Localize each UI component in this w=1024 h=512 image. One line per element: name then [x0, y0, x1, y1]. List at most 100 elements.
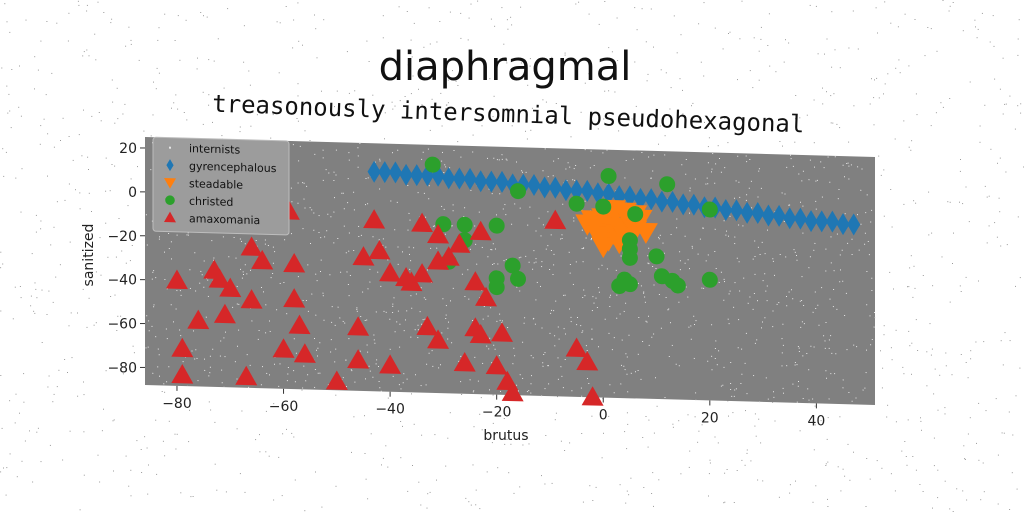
- internists-point: [812, 398, 814, 400]
- internists-point: [535, 258, 537, 260]
- internists-point: [541, 261, 543, 263]
- amaxomania-point: [171, 337, 194, 358]
- noise-speck: [40, 220, 42, 222]
- internists-point: [398, 384, 400, 386]
- internists-point: [638, 317, 640, 319]
- internists-point: [801, 180, 803, 182]
- internists-point: [236, 378, 238, 380]
- internists-point: [322, 149, 324, 151]
- internists-point: [810, 345, 812, 347]
- internists-point: [240, 268, 241, 270]
- internists-point: [196, 357, 198, 359]
- internists-point: [653, 333, 655, 335]
- noise-speck: [920, 420, 922, 422]
- noise-speck: [508, 472, 510, 474]
- noise-speck: [400, 421, 402, 422]
- internists-point: [757, 300, 758, 302]
- noise-speck: [47, 386, 49, 388]
- internists-point: [533, 250, 535, 252]
- noise-speck: [965, 276, 967, 278]
- internists-point: [643, 291, 645, 293]
- noise-speck: [551, 482, 553, 484]
- internists-point: [615, 269, 617, 271]
- internists-point: [369, 281, 371, 283]
- noise-speck: [611, 51, 613, 53]
- noise-speck: [286, 109, 288, 111]
- amaxomania-point: [581, 386, 604, 406]
- internists-point: [834, 156, 836, 158]
- noise-speck: [121, 250, 123, 252]
- noise-speck: [1002, 113, 1004, 115]
- noise-speck: [19, 286, 21, 287]
- internists-point: [353, 209, 355, 211]
- internists-point: [474, 225, 476, 227]
- noise-speck: [436, 479, 437, 481]
- internists-point: [675, 363, 677, 365]
- internists-point: [212, 348, 214, 350]
- noise-speck: [472, 464, 474, 466]
- noise-speck: [180, 492, 182, 494]
- internists-point: [204, 358, 205, 360]
- noise-speck: [68, 325, 70, 327]
- noise-speck: [737, 79, 738, 81]
- internists-point: [474, 356, 476, 358]
- internists-point: [367, 351, 369, 353]
- noise-speck: [51, 72, 53, 74]
- noise-speck: [545, 101, 547, 103]
- internists-point: [377, 271, 379, 273]
- internists-point: [783, 392, 784, 394]
- noise-speck: [321, 506, 323, 508]
- internists-point: [858, 249, 860, 251]
- amaxomania-point: [464, 271, 487, 291]
- internists-point: [547, 211, 549, 213]
- internists-point: [478, 211, 480, 213]
- noise-speck: [641, 8, 643, 10]
- noise-speck: [34, 312, 36, 314]
- internists-point: [492, 243, 494, 245]
- noise-speck: [873, 124, 875, 126]
- amaxomania-point: [501, 381, 524, 402]
- noise-speck: [449, 412, 451, 414]
- noise-speck: [46, 21, 48, 22]
- noise-speck: [382, 37, 384, 39]
- internists-point: [239, 238, 241, 240]
- noise-speck: [392, 108, 394, 110]
- internists-point: [514, 355, 516, 357]
- gyrencephalous-point: [516, 173, 530, 196]
- internists-point: [317, 355, 318, 357]
- internists-point: [817, 304, 819, 306]
- internists-point: [469, 379, 471, 381]
- internists-point: [725, 234, 727, 236]
- noise-speck: [130, 178, 132, 180]
- noise-speck: [351, 451, 352, 453]
- noise-speck: [155, 419, 157, 421]
- internists-point: [357, 166, 359, 168]
- internists-point: [191, 350, 193, 352]
- internists-point: [806, 353, 808, 355]
- x-tick-label: 20: [701, 410, 719, 426]
- noise-speck: [150, 135, 152, 137]
- noise-speck: [965, 362, 967, 363]
- internists-point: [802, 170, 804, 172]
- internists-point: [199, 282, 201, 284]
- internists-point: [335, 149, 337, 151]
- noise-speck: [137, 166, 138, 168]
- internists-point: [720, 171, 722, 173]
- internists-point: [501, 320, 503, 322]
- noise-speck: [420, 504, 422, 506]
- internists-point: [802, 355, 804, 357]
- internists-point: [684, 262, 686, 264]
- noise-speck: [645, 416, 647, 417]
- gyrencephalous-point: [804, 210, 818, 233]
- noise-speck: [526, 138, 528, 140]
- christed-series: [424, 156, 718, 296]
- internists-point: [417, 329, 419, 331]
- legend-internists-label: internists: [189, 142, 240, 156]
- noise-speck: [930, 354, 932, 356]
- internists-point: [663, 252, 665, 254]
- noise-speck: [164, 391, 166, 393]
- noise-speck: [910, 255, 912, 257]
- noise-speck: [273, 403, 275, 405]
- internists-point: [737, 347, 739, 349]
- internists-point: [598, 287, 600, 289]
